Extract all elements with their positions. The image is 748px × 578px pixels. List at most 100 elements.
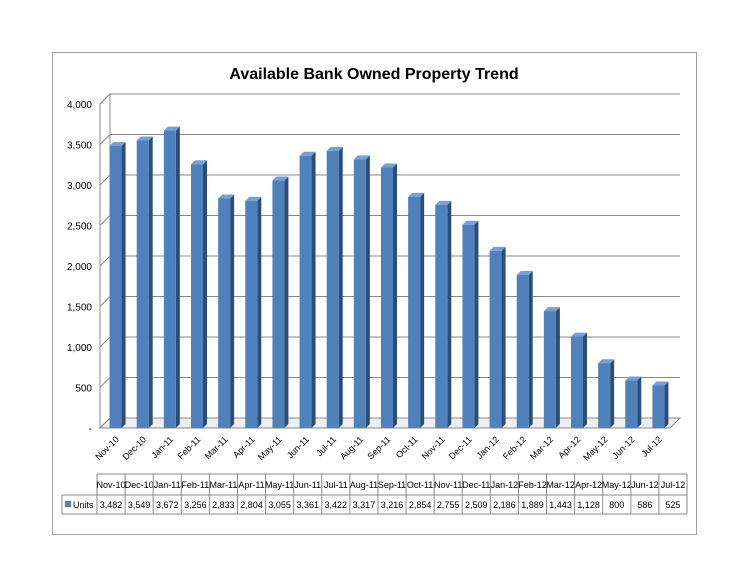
x-tick-label: Feb-12 <box>501 434 528 461</box>
gridline-depth <box>99 377 111 388</box>
table-cell: 2,804 <box>240 500 263 510</box>
x-tick-label: May-12 <box>581 434 609 462</box>
bar <box>408 196 421 428</box>
table-header: Dec-11 <box>462 480 490 490</box>
bar-side <box>474 220 479 428</box>
bar-top <box>598 359 615 364</box>
x-tick-label: Mar-11 <box>203 434 230 461</box>
legend-label: Units <box>73 500 94 510</box>
table-header: Jul-11 <box>324 480 348 490</box>
y-tick-label: 500 <box>75 384 92 395</box>
bar-side <box>365 155 370 428</box>
x-tick-label: Jan-11 <box>149 434 175 460</box>
gridline-depth <box>99 296 111 307</box>
table-cell: 586 <box>637 500 652 510</box>
y-tick-label: 1,000 <box>67 343 92 354</box>
bar-side <box>393 163 397 428</box>
bar-top <box>571 332 587 337</box>
bar-top <box>218 194 235 199</box>
bar-top <box>462 220 479 225</box>
y-tick-label: 3,500 <box>67 141 92 152</box>
x-tick-label: Apr-11 <box>231 434 257 460</box>
bar-side <box>311 151 316 428</box>
table-cell: 3,361 <box>296 500 319 510</box>
y-tick-label: 4,000 <box>67 100 92 111</box>
bar <box>381 167 393 428</box>
table-cell: 3,422 <box>325 500 348 510</box>
table-cell: 2,854 <box>409 500 432 510</box>
bar-side <box>338 146 343 428</box>
table-header: Dec-10 <box>125 480 154 490</box>
bar-side <box>257 196 262 428</box>
chart-frame <box>52 52 697 535</box>
table-header: Oct-11 <box>407 480 433 490</box>
table-cell: 3,256 <box>184 500 207 510</box>
table-header: Apr-11 <box>238 480 264 490</box>
bar <box>571 336 583 428</box>
table-cell: 3,482 <box>100 500 123 510</box>
table-header: Jun-11 <box>294 480 321 490</box>
bar <box>652 385 665 428</box>
bar-top <box>191 160 207 165</box>
gridline-depth <box>99 336 111 348</box>
bar-top <box>272 176 289 181</box>
bar-side <box>583 332 587 428</box>
bar-top <box>245 196 262 201</box>
table-header: Aug-11 <box>350 480 378 490</box>
table-cell: 3,672 <box>156 500 179 510</box>
bar-side <box>203 160 207 428</box>
x-tick-label: Sep-11 <box>365 434 392 461</box>
table-cell: 2,509 <box>465 500 488 510</box>
bar-side <box>447 200 452 428</box>
bar <box>163 130 176 428</box>
table-header: Nov-11 <box>434 480 462 490</box>
x-tick-label: Nov-11 <box>420 434 447 461</box>
bar <box>598 363 611 428</box>
y-tick-label: - <box>89 424 92 435</box>
bar-top <box>489 246 506 251</box>
table-header: Jan-12 <box>491 480 519 490</box>
table-header: Mar-12 <box>546 480 575 490</box>
gridline-depth <box>99 417 111 429</box>
table-cell: 525 <box>665 500 680 510</box>
gridline-depth <box>99 134 111 145</box>
table-header: Feb-12 <box>518 480 547 490</box>
bar <box>462 224 475 428</box>
bar <box>353 159 366 428</box>
x-tick-label: Jul-11 <box>314 434 338 458</box>
chart-title: Available Bank Owned Property Trend <box>229 66 518 83</box>
bar <box>299 155 312 428</box>
bar <box>272 180 285 428</box>
x-tick-label: Jun-11 <box>285 434 311 460</box>
x-tick-label: Feb-11 <box>176 434 203 461</box>
x-tick-label: Jun-12 <box>610 434 637 461</box>
bar <box>245 200 258 428</box>
y-tick-label: 3,000 <box>67 181 92 192</box>
table-header: Feb-11 <box>181 480 209 490</box>
table-cell: 2,755 <box>437 500 460 510</box>
table-cell: 800 <box>609 500 624 510</box>
y-tick-label: 2,000 <box>67 262 92 273</box>
table-header: Nov-10 <box>97 480 126 490</box>
table-cell: 1,128 <box>577 500 600 510</box>
table-header: Jan-11 <box>154 480 181 490</box>
bar-top <box>408 192 425 197</box>
bar-side <box>175 126 180 429</box>
bar-side <box>555 307 560 428</box>
bar-top <box>625 376 642 381</box>
bar <box>489 250 502 428</box>
table-cell: 2,833 <box>212 500 235 510</box>
bar <box>326 150 339 428</box>
table-header: May-12 <box>602 480 632 490</box>
x-tick-label: Nov-10 <box>93 434 121 462</box>
y-tick-label: 1,500 <box>67 303 92 314</box>
bar-top <box>136 136 153 141</box>
table-cell: 2,186 <box>493 500 516 510</box>
table-header: Mar-11 <box>210 480 238 490</box>
gridline-depth <box>99 174 111 186</box>
bar <box>218 198 231 428</box>
bar-top <box>516 270 533 275</box>
table-cell: 1,889 <box>521 500 544 510</box>
bar-side <box>610 359 615 428</box>
table-cell: 3,216 <box>381 500 404 510</box>
